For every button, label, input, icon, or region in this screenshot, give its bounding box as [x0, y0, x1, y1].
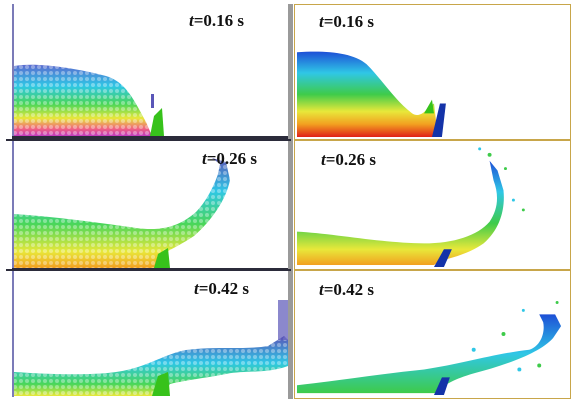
time-label: t=0.42 s	[319, 281, 374, 298]
time-label: t=0.42 s	[194, 280, 249, 297]
sph-panel-right-t016: t=0.16 s	[294, 4, 571, 140]
simulation-image	[6, 4, 291, 140]
time-label: t=0.16 s	[319, 13, 374, 30]
column-divider	[291, 4, 293, 399]
sph-panel-left-t042: t=0.42 s	[6, 270, 291, 399]
time-label: t=0.26 s	[202, 150, 257, 167]
sph-panel-left-t026: t=0.26 s	[6, 140, 291, 270]
sph-panel-left-t016: t=0.16 s	[6, 4, 291, 140]
time-label: t=0.26 s	[321, 151, 376, 168]
sph-panel-right-t026: t=0.26 s	[294, 140, 571, 270]
row-divider	[6, 139, 291, 141]
sph-panel-right-t042: t=0.42 s	[294, 270, 571, 399]
row-divider	[6, 269, 291, 271]
time-label: t=0.16 s	[189, 12, 244, 29]
